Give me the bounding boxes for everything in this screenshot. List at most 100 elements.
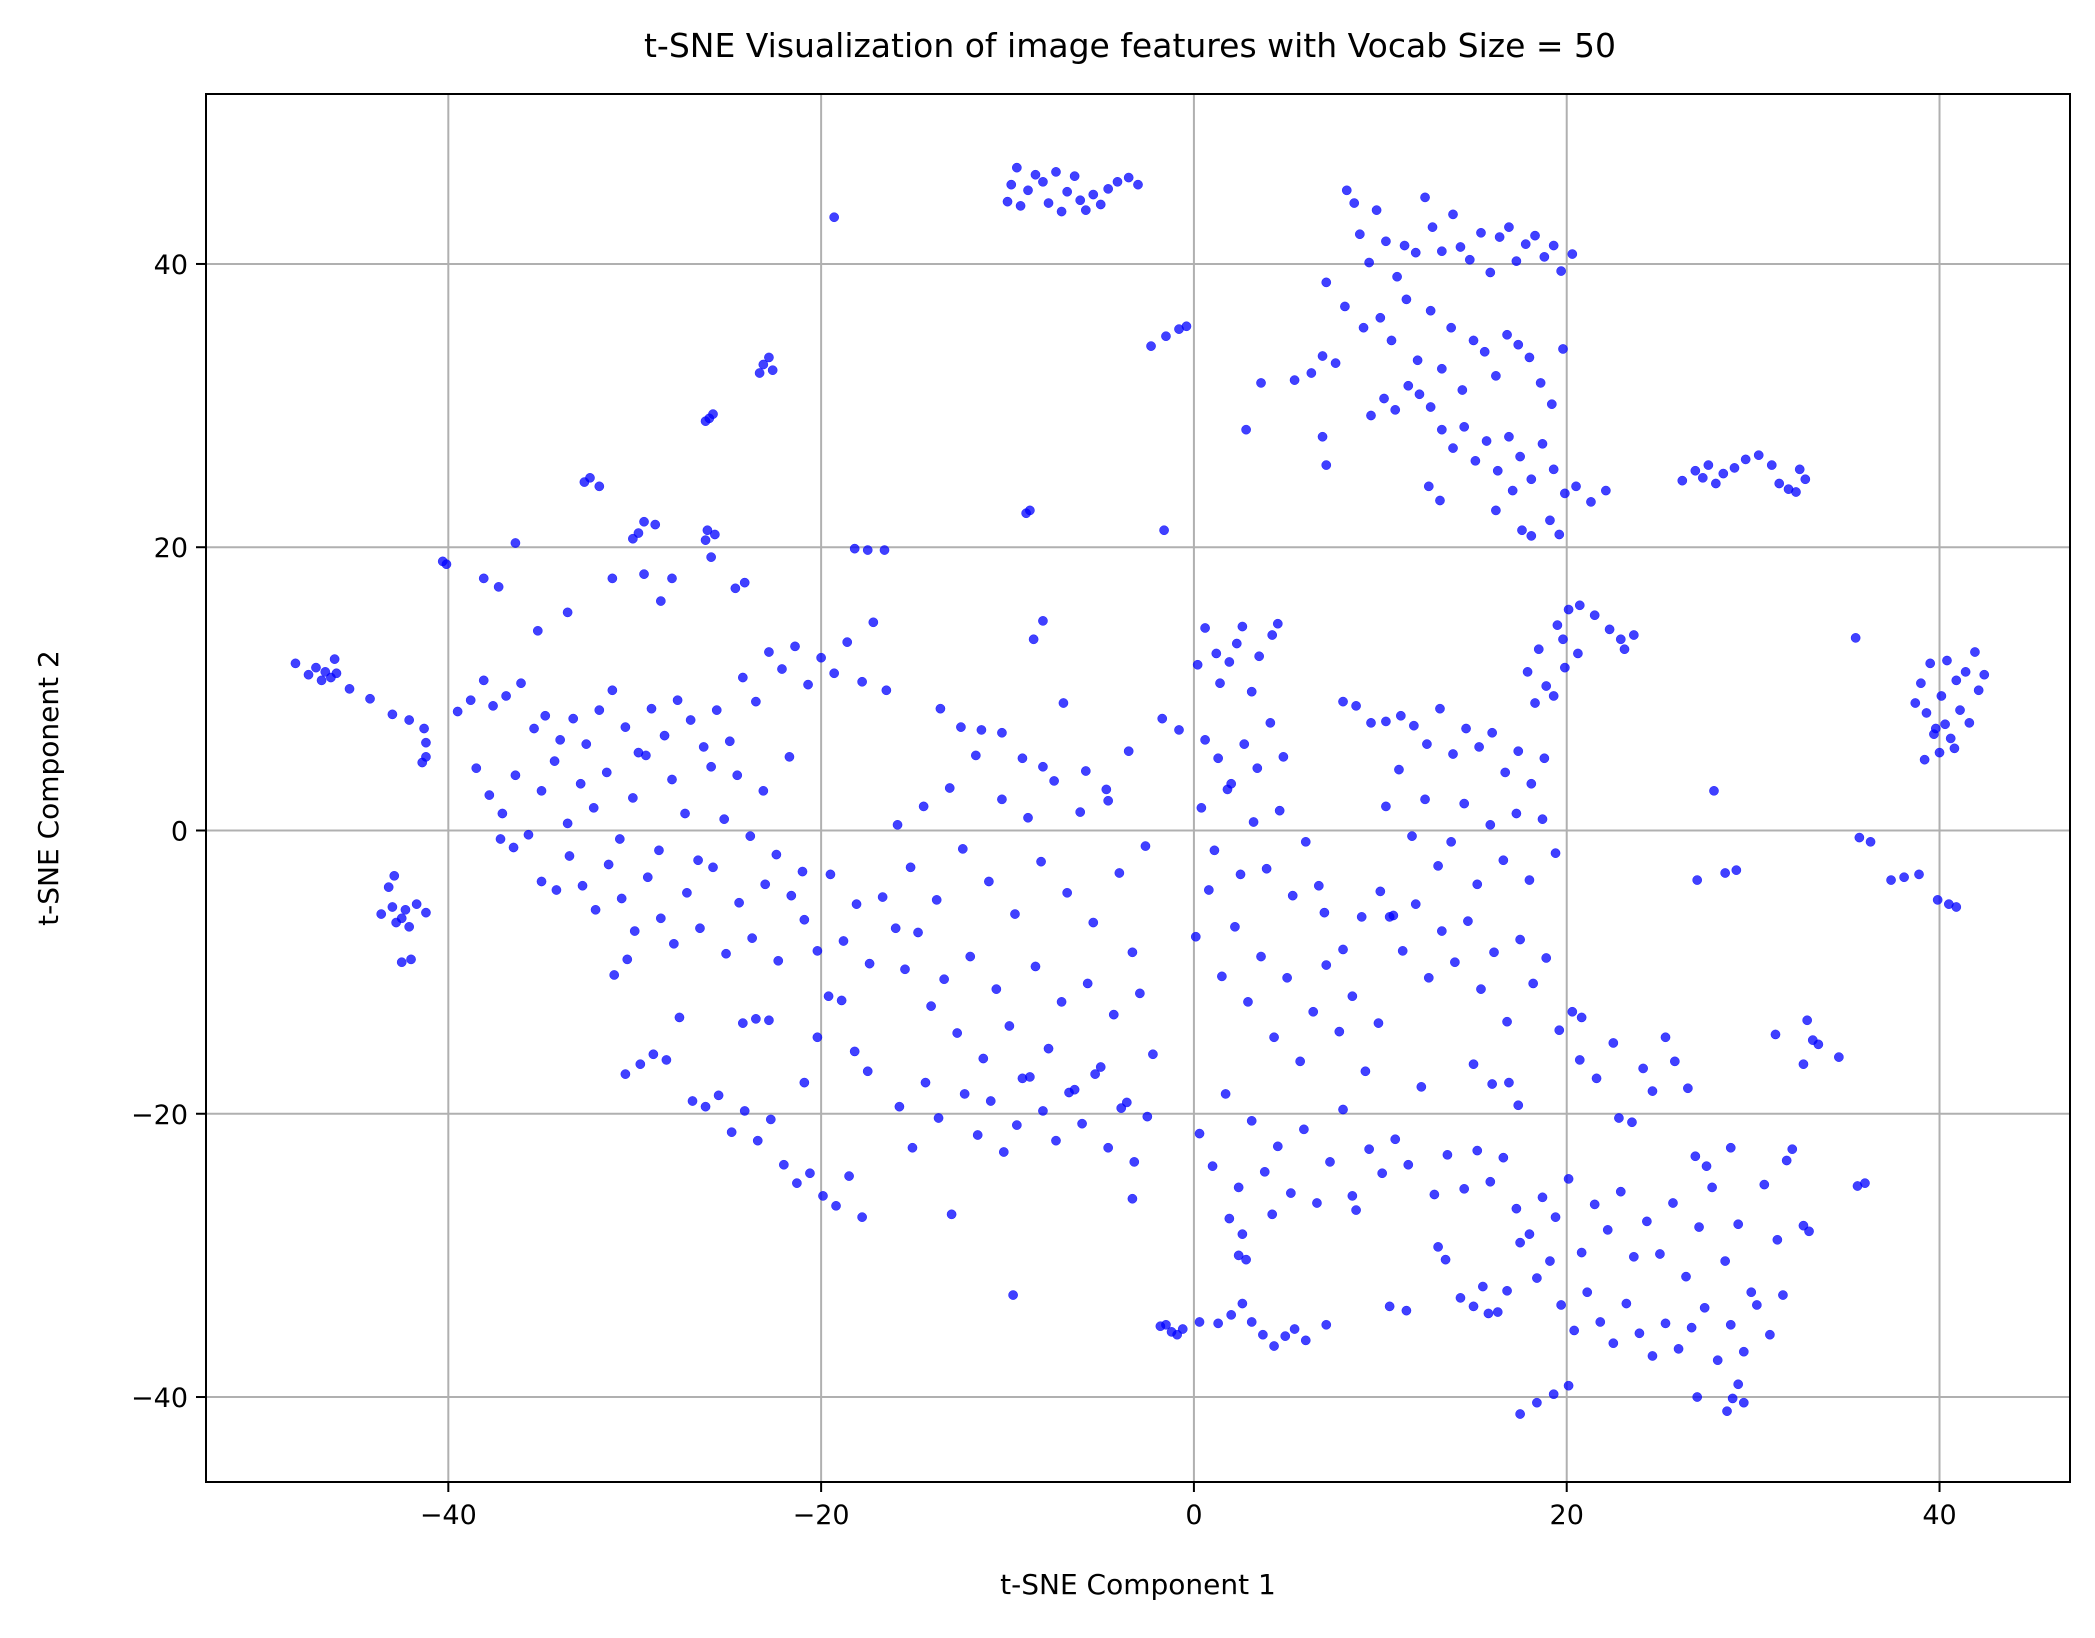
data-point bbox=[1161, 331, 1171, 342]
x-tick-label: 0 bbox=[1185, 1500, 1202, 1531]
data-point bbox=[1690, 465, 1701, 476]
data-point bbox=[1235, 869, 1246, 880]
data-point bbox=[957, 844, 968, 854]
data-point bbox=[1338, 1104, 1348, 1115]
data-point bbox=[1692, 875, 1703, 885]
data-point bbox=[1546, 399, 1557, 410]
data-point bbox=[536, 785, 547, 796]
data-point bbox=[1802, 1015, 1813, 1026]
data-point bbox=[1237, 1229, 1248, 1239]
data-point bbox=[1712, 1355, 1723, 1366]
data-point bbox=[1545, 515, 1555, 526]
data-point bbox=[1515, 1237, 1525, 1248]
data-point bbox=[532, 625, 543, 636]
data-point bbox=[1272, 618, 1283, 629]
data-point bbox=[564, 851, 575, 861]
data-point bbox=[1258, 1329, 1268, 1340]
data-point bbox=[1239, 739, 1250, 749]
data-point bbox=[1347, 991, 1358, 1002]
data-point bbox=[799, 914, 810, 925]
data-point bbox=[1321, 960, 1332, 970]
data-point bbox=[777, 664, 787, 674]
data-point bbox=[920, 1077, 931, 1088]
data-point bbox=[710, 529, 720, 540]
data-point bbox=[1330, 358, 1341, 368]
data-point bbox=[1563, 604, 1574, 615]
data-point bbox=[1660, 1032, 1671, 1043]
data-point bbox=[1485, 267, 1496, 278]
data-point bbox=[1427, 222, 1438, 232]
data-point bbox=[1373, 1018, 1384, 1028]
data-point bbox=[1002, 196, 1013, 207]
data-point bbox=[1563, 1174, 1574, 1184]
data-point bbox=[1080, 766, 1091, 776]
data-point bbox=[1697, 472, 1708, 483]
data-point bbox=[900, 964, 910, 975]
data-point bbox=[1051, 167, 1061, 177]
data-point bbox=[1970, 647, 1980, 657]
data-point bbox=[862, 1066, 873, 1077]
data-point bbox=[1241, 424, 1251, 435]
data-point bbox=[1582, 1287, 1593, 1298]
data-point bbox=[1317, 431, 1328, 442]
data-point bbox=[1548, 1389, 1559, 1400]
data-point bbox=[1103, 184, 1114, 194]
data-point bbox=[642, 872, 653, 883]
data-point bbox=[536, 876, 547, 887]
data-point bbox=[965, 951, 976, 962]
data-point bbox=[1289, 1324, 1300, 1334]
data-point bbox=[1940, 719, 1950, 730]
data-point bbox=[751, 696, 761, 707]
data-point bbox=[1062, 887, 1073, 898]
data-point bbox=[316, 675, 327, 686]
data-point bbox=[1375, 886, 1386, 897]
data-point bbox=[1929, 729, 1939, 740]
data-point bbox=[1237, 1298, 1248, 1309]
data-point bbox=[1209, 845, 1220, 856]
data-point bbox=[711, 705, 722, 715]
data-point bbox=[661, 1055, 672, 1065]
data-point bbox=[1548, 464, 1559, 475]
data-point bbox=[1401, 1305, 1412, 1316]
data-point bbox=[417, 757, 428, 768]
data-point bbox=[1729, 463, 1740, 473]
data-point bbox=[1069, 171, 1080, 181]
data-point bbox=[387, 902, 398, 912]
data-point bbox=[1397, 946, 1408, 956]
data-point bbox=[842, 637, 853, 647]
data-point bbox=[1558, 634, 1568, 645]
data-point bbox=[1127, 947, 1138, 958]
data-point bbox=[1023, 812, 1033, 823]
data-point bbox=[1455, 1293, 1466, 1303]
data-point bbox=[406, 954, 416, 965]
data-point bbox=[1347, 1191, 1358, 1201]
data-point bbox=[1410, 247, 1421, 258]
data-point bbox=[1634, 1328, 1645, 1339]
data-point bbox=[1425, 305, 1436, 316]
data-point bbox=[1135, 988, 1145, 999]
data-point bbox=[1552, 620, 1563, 630]
data-point bbox=[812, 946, 823, 956]
data-point bbox=[1530, 698, 1540, 708]
data-point bbox=[1077, 1118, 1087, 1129]
data-point bbox=[1088, 189, 1099, 200]
data-point bbox=[1364, 1144, 1374, 1155]
data-point bbox=[1217, 971, 1227, 982]
data-point bbox=[1341, 185, 1352, 196]
data-point bbox=[1377, 1168, 1388, 1179]
data-point bbox=[1765, 1329, 1775, 1340]
data-point bbox=[1254, 651, 1265, 662]
data-point bbox=[1181, 321, 1192, 332]
data-point bbox=[792, 1178, 802, 1189]
data-point bbox=[562, 818, 573, 829]
y-tick-label: −40 bbox=[131, 1383, 188, 1414]
data-point bbox=[1677, 475, 1688, 486]
data-point bbox=[674, 1012, 685, 1023]
data-point bbox=[1916, 678, 1926, 689]
data-point bbox=[654, 845, 664, 856]
data-point bbox=[1602, 1225, 1613, 1235]
data-point bbox=[1395, 710, 1406, 721]
data-point bbox=[1224, 1213, 1235, 1224]
data-point bbox=[1366, 717, 1376, 728]
data-point bbox=[1448, 209, 1458, 220]
